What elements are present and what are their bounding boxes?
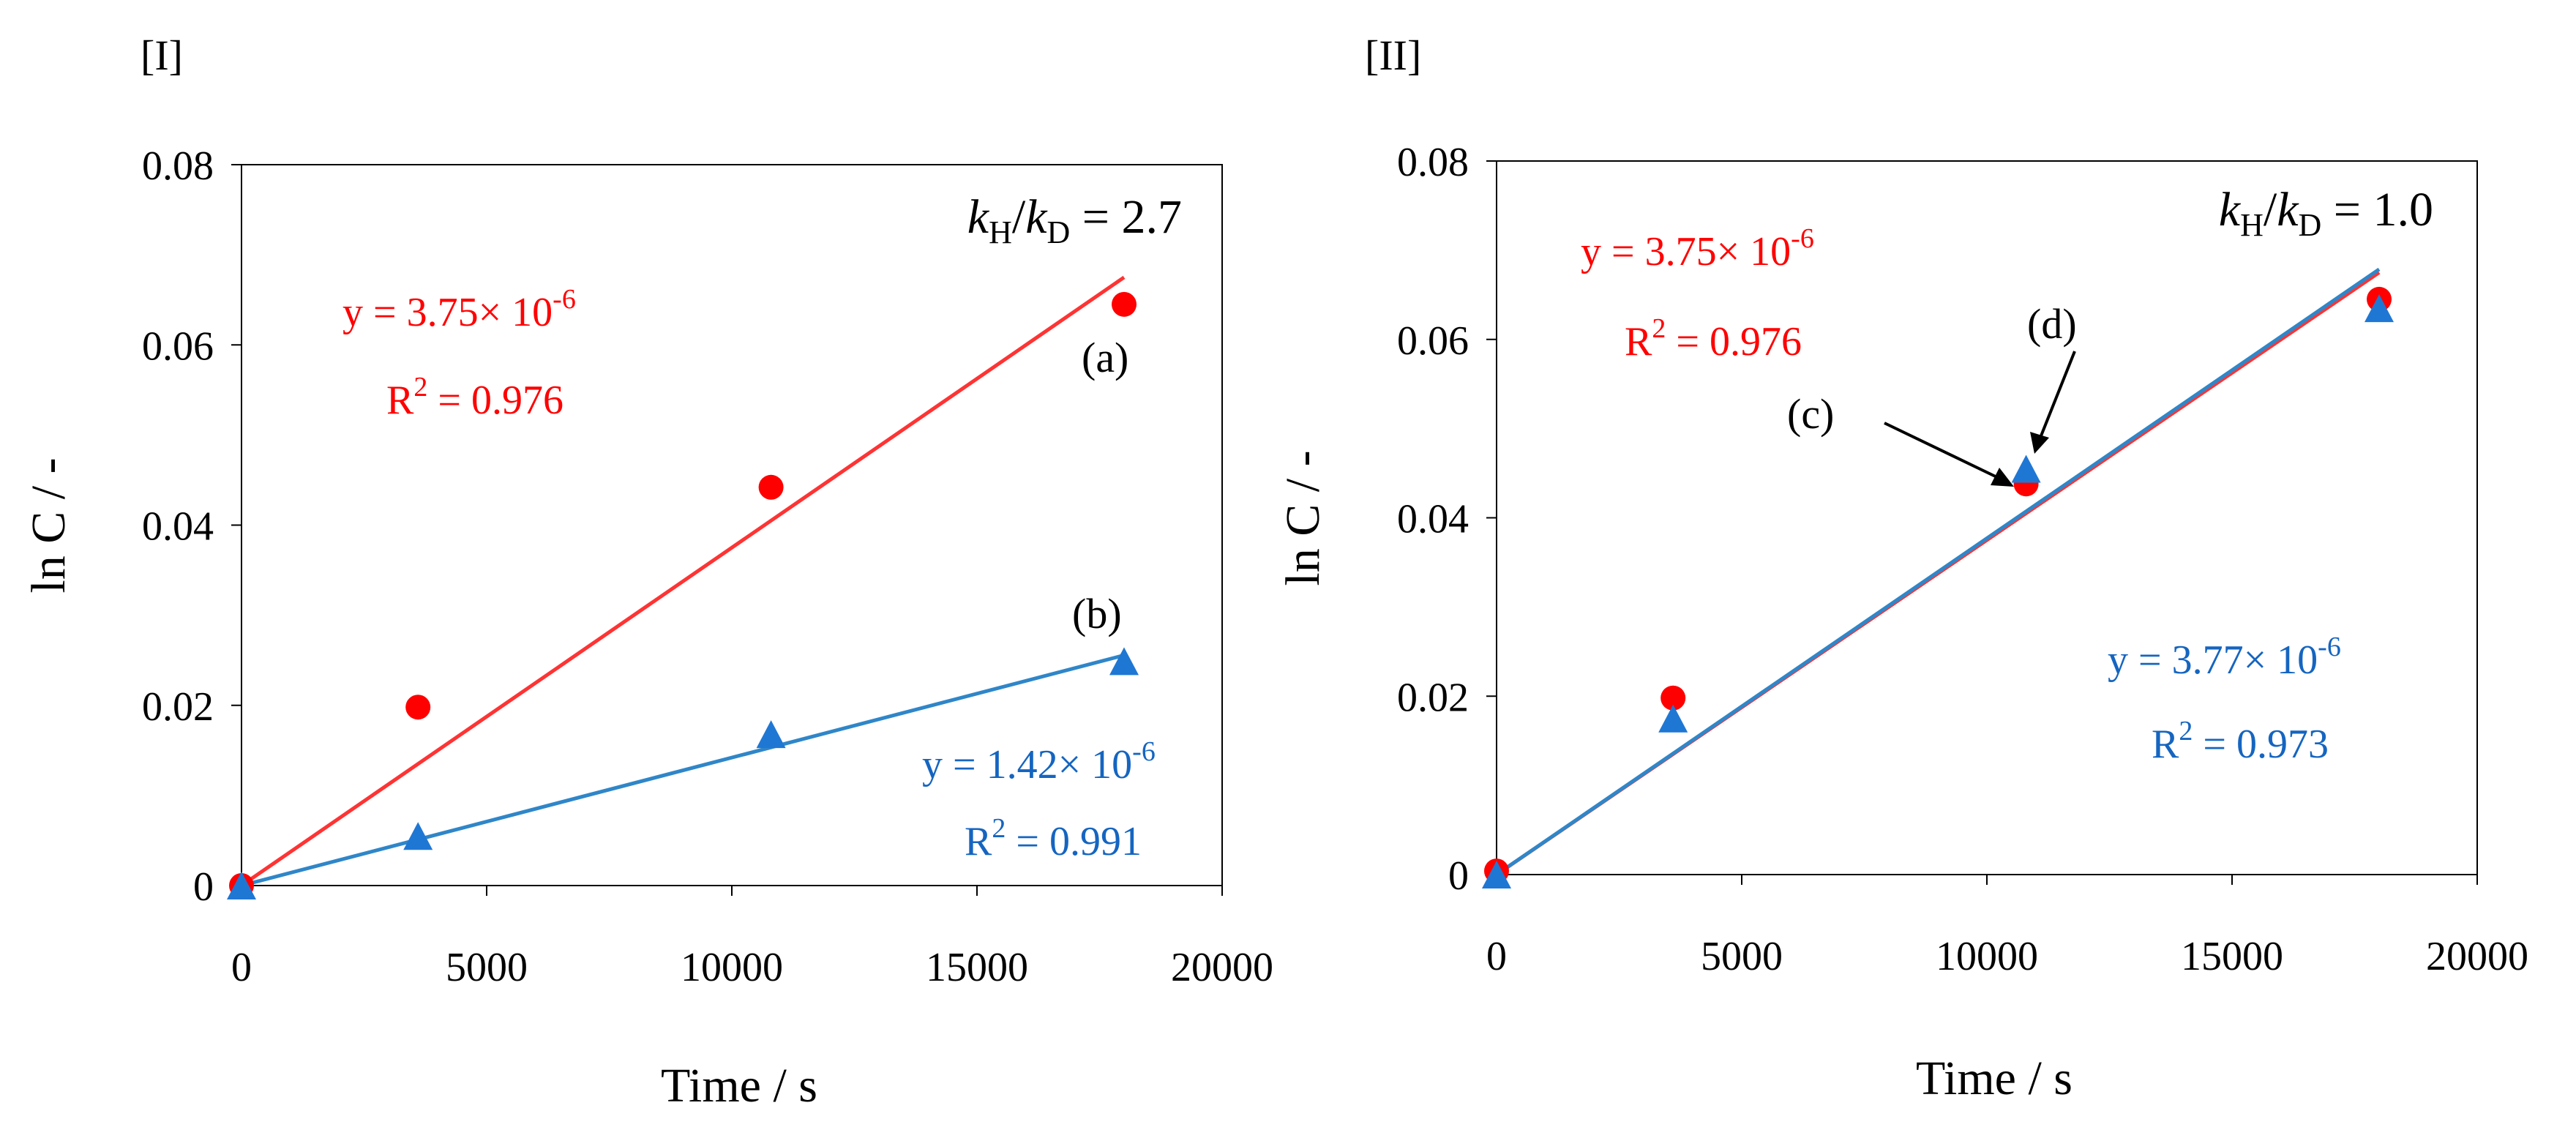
y-tick-label: 0.02	[142, 684, 214, 730]
y-tick-label: 0.06	[142, 323, 214, 369]
data-point-0	[758, 474, 784, 500]
panel-label: [I]	[141, 31, 183, 79]
equation-a: y = 3.75× 10-6	[342, 284, 576, 335]
r2-c: R2 = 0.976	[1625, 313, 1802, 364]
kh-kd-ratio: kH/kD = 2.7	[967, 190, 1182, 250]
r2-b: R2 = 0.991	[965, 813, 1142, 864]
arrow-d-head	[2030, 432, 2049, 454]
data-point-1	[1658, 704, 1688, 733]
arrow-c-head	[1991, 468, 2014, 487]
fit-line-1	[241, 653, 1125, 888]
y-tick-label: 0.06	[1397, 318, 1469, 364]
x-tick-label: 20000	[2426, 934, 2528, 979]
series-label-a: (a)	[1082, 334, 1128, 381]
data-point-1	[756, 720, 786, 749]
equation-c: y = 3.75× 10-6	[1581, 223, 1814, 274]
arrow-c	[1884, 422, 2002, 481]
r2-a: R2 = 0.976	[386, 372, 564, 423]
equation-d: y = 3.77× 10-6	[2108, 632, 2341, 683]
data-point-1	[1109, 647, 1139, 676]
x-tick-label: 10000	[1936, 934, 2038, 979]
data-point-1	[227, 872, 256, 899]
data-point-0	[1112, 291, 1137, 317]
y-axis-label: ln C / -	[22, 457, 75, 593]
x-axis-label: Time / s	[1916, 1052, 2073, 1105]
series-label-b: (b)	[1072, 590, 1122, 637]
plot-area	[1496, 160, 2478, 875]
y-tick-label: 0.04	[142, 504, 214, 550]
equation-b: y = 1.42× 10-6	[922, 736, 1156, 787]
plot-area	[241, 164, 1223, 886]
y-tick-label: 0.04	[1397, 497, 1469, 542]
x-axis-label: Time / s	[661, 1059, 817, 1112]
x-tick-label: 20000	[1171, 945, 1273, 990]
panel-2: [II] 0 0.02 0.04 0.06 0.08 0 5000 10000 15000 20…	[1276, 31, 2528, 1105]
y-tick-label: 0.08	[142, 143, 214, 189]
fit-line-0	[240, 275, 1126, 888]
panel-1: [I] 0 0.02 0.04 0.06 0.08 0 5000 10000 15000 200…	[22, 31, 1273, 1112]
x-tick-label: 15000	[926, 945, 1028, 990]
arrow-d	[2039, 351, 2076, 438]
x-tick-label: 5000	[1701, 934, 1783, 979]
y-tick-label: 0.02	[1397, 675, 1469, 720]
x-tick-label: 0	[231, 945, 252, 990]
data-point-1	[2365, 294, 2394, 323]
data-point-1	[403, 822, 433, 850]
y-tick-label: 0.08	[1397, 140, 1469, 185]
x-tick-label: 5000	[446, 945, 528, 990]
data-point-1	[2011, 454, 2041, 483]
fit-line-1	[1495, 267, 2381, 877]
series-label-c: (c)	[1787, 390, 1834, 438]
data-point-0	[1660, 685, 1686, 711]
y-axis-label: ln C / -	[1276, 450, 1330, 585]
series-label-d: (d)	[2027, 300, 2077, 348]
kh-kd-ratio: kH/kD = 1.0	[2219, 183, 2433, 243]
y-tick-label: 0	[193, 864, 214, 910]
x-tick-label: 15000	[2181, 934, 2283, 979]
y-tick-label: 0	[1448, 853, 1469, 899]
x-tick-label: 10000	[681, 945, 783, 990]
r2-d: R2 = 0.973	[2152, 716, 2329, 767]
x-tick-label: 0	[1486, 934, 1507, 979]
data-point-1	[1482, 861, 1511, 888]
data-point-0	[405, 695, 431, 720]
panel-label: [II]	[1365, 31, 1421, 79]
